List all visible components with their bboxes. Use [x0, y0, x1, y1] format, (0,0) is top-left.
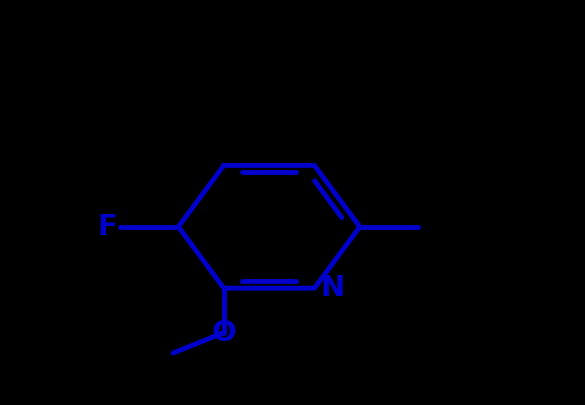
- Text: O: O: [211, 319, 236, 347]
- Text: N: N: [321, 274, 345, 302]
- Text: F: F: [97, 213, 117, 241]
